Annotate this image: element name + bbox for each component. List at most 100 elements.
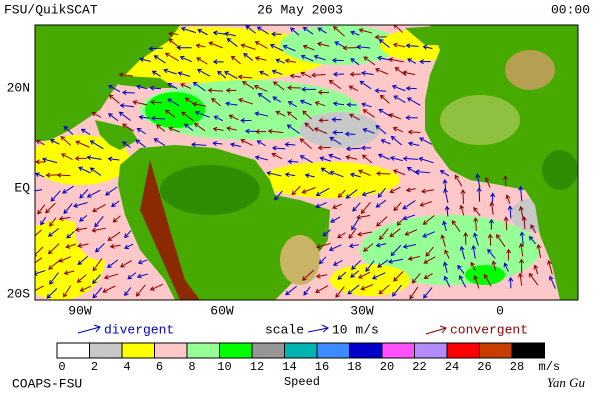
wind-arrow <box>351 217 360 231</box>
wind-arrow <box>318 256 327 265</box>
wind-arrow <box>167 83 178 89</box>
wind-arrow <box>56 172 71 178</box>
wind-arrow <box>363 56 376 66</box>
wind-arrow <box>259 70 269 77</box>
wind-arrow <box>58 256 71 263</box>
wind-arrow <box>342 45 359 51</box>
wind-arrow <box>348 228 357 239</box>
wind-arrow <box>347 284 360 295</box>
wind-arrow <box>425 246 434 257</box>
wind-arrow <box>119 260 132 268</box>
colorbar-tick: 14 <box>282 360 296 374</box>
wind-arrow <box>124 287 132 297</box>
wind-arrow <box>518 242 524 257</box>
wind-arrow <box>79 189 89 199</box>
wind-arrow <box>402 243 417 249</box>
wind-arrow <box>518 205 524 219</box>
wind-arrow <box>331 117 342 123</box>
wind-arrow <box>237 74 253 80</box>
wind-arrow <box>359 80 372 90</box>
wind-arrow <box>391 84 406 92</box>
wind-arrow <box>317 145 331 151</box>
wind-arrow <box>224 31 237 37</box>
colorbar-label: Speed <box>284 375 320 389</box>
wind-arrow <box>440 234 446 247</box>
wind-arrow <box>419 59 431 65</box>
wind-arrow <box>361 190 376 197</box>
wind-arrow <box>313 54 326 61</box>
wind-arrow <box>35 229 42 237</box>
wind-arrow <box>299 99 312 106</box>
wind-arrow <box>528 235 536 245</box>
wind-arrow <box>132 100 148 106</box>
wind-arrow <box>331 57 344 63</box>
wind-arrow <box>180 26 196 34</box>
wind-arrow <box>136 273 149 279</box>
map: 20N EQ 20S 90W 60W 30W 0 <box>7 24 579 318</box>
wind-arrow <box>406 166 420 176</box>
wind-arrow <box>490 192 496 203</box>
wind-arrow <box>365 260 375 272</box>
wind-arrow <box>328 79 342 90</box>
colorbar-swatch <box>251 342 285 359</box>
wind-arrow <box>75 140 90 148</box>
wind-arrow <box>444 249 450 259</box>
wind-arrow <box>496 233 506 247</box>
wind-arrow <box>423 273 433 279</box>
wind-arrow <box>375 124 387 135</box>
wind-arrow <box>79 215 88 222</box>
wind-arrow <box>290 27 300 36</box>
wind-arrow <box>63 270 75 276</box>
wind-arrow <box>124 243 134 250</box>
wind-arrow <box>35 159 46 165</box>
wind-arrow <box>473 206 481 217</box>
wind-arrow <box>392 284 402 297</box>
colorbar-swatch <box>414 342 448 359</box>
wind-arrow <box>380 139 391 145</box>
wind-arrow <box>458 274 467 288</box>
wind-arrow <box>92 258 103 272</box>
vector-legend: divergent scale 10 m/s convergent <box>77 322 528 337</box>
colorbar-tick: 8 <box>188 360 195 374</box>
wind-arrow <box>287 159 299 165</box>
wind-arrow <box>508 276 514 289</box>
wind-arrow <box>471 244 477 259</box>
wind-arrow <box>393 202 402 212</box>
wind-arrow <box>156 124 166 132</box>
header-time: 00:00 <box>551 2 590 17</box>
wind-arrow <box>60 136 72 146</box>
wind-arrow <box>443 188 449 203</box>
wind-arrow <box>48 228 59 237</box>
wind-arrow <box>405 187 416 193</box>
wind-arrow <box>63 285 72 298</box>
wind-arrow <box>345 155 358 160</box>
wind-arrow <box>357 169 371 176</box>
wind-arrow <box>106 259 119 269</box>
wind-arrow <box>137 259 148 265</box>
wind-arrow <box>422 215 435 225</box>
wind-arrow <box>240 117 252 123</box>
wind-arrow <box>459 204 465 216</box>
wind-arrow <box>315 187 330 197</box>
footer-right: Yan Gu <box>547 375 586 390</box>
wind-arrow <box>320 167 332 175</box>
wind-arrow <box>392 169 406 176</box>
wind-arrow <box>337 271 347 280</box>
wind-arrow <box>411 272 421 284</box>
colorbar-tick: 10 <box>217 360 231 374</box>
wind-arrow <box>110 200 120 208</box>
wind-arrow <box>285 285 297 296</box>
wind-arrow <box>377 153 390 160</box>
wind-arrow <box>282 44 296 52</box>
wind-arrow <box>414 169 431 175</box>
wind-arrow <box>422 44 433 50</box>
wind-arrow <box>473 275 480 289</box>
colorbar-tick: 20 <box>380 360 394 374</box>
wind-arrow <box>483 273 492 287</box>
wind-arrow <box>135 284 146 297</box>
wind-arrow <box>184 123 194 132</box>
wind-arrow <box>344 131 356 137</box>
wind-arrow <box>284 172 296 178</box>
wind-arrow <box>374 67 389 75</box>
